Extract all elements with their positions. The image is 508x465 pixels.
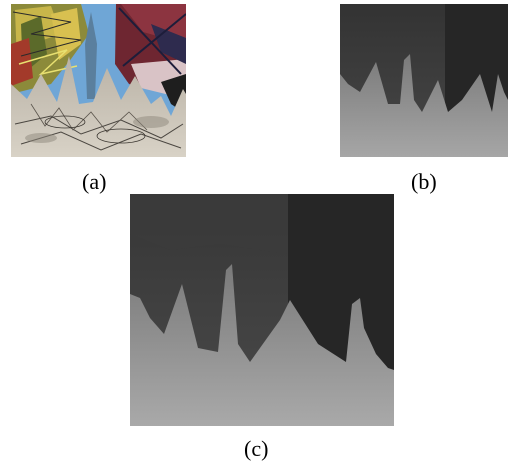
- panel-a-image: [11, 4, 186, 157]
- caption-a: (a): [82, 169, 107, 194]
- panel-b-depth-map: [340, 4, 508, 157]
- caption-c: (c): [244, 436, 269, 461]
- panel-c-depth-map: [130, 194, 394, 426]
- caption-b: (b): [411, 169, 437, 194]
